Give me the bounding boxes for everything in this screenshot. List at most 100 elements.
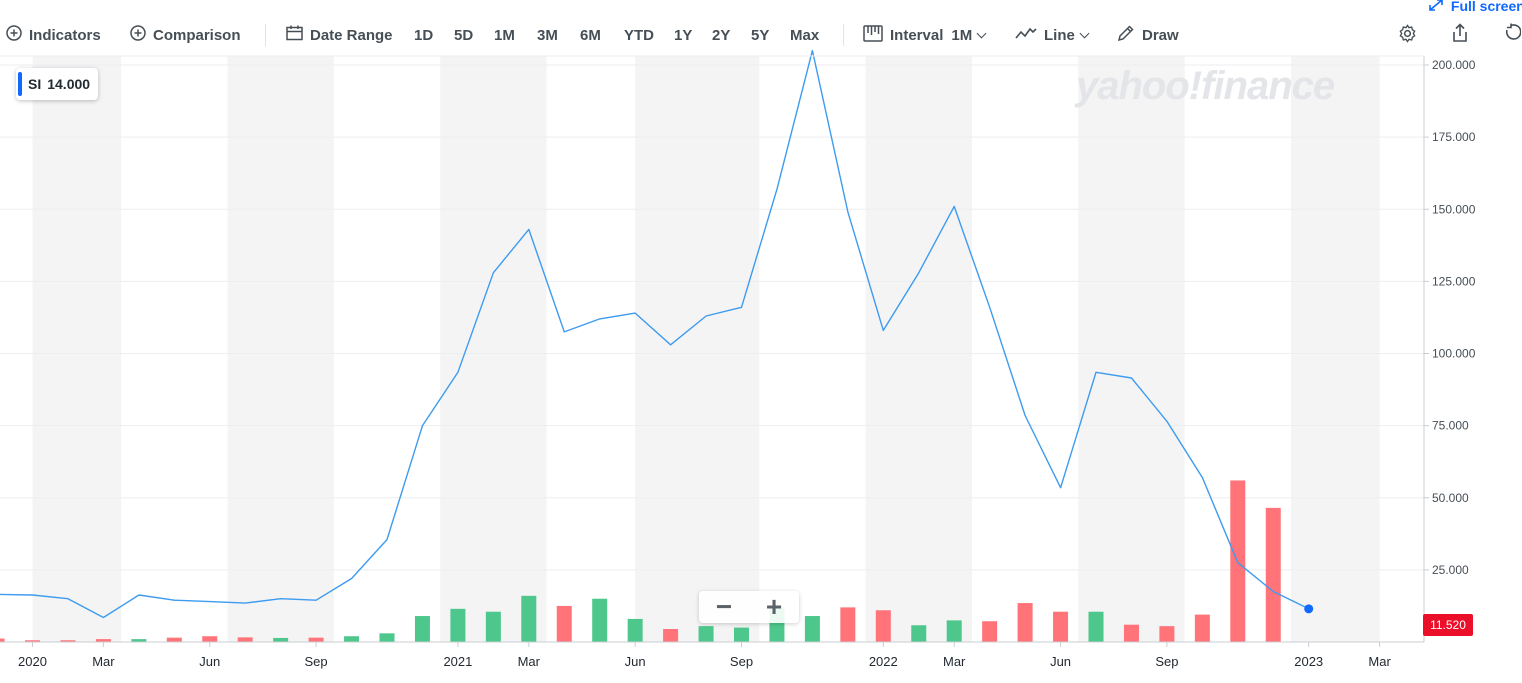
x-tick-label: Jun <box>625 654 646 669</box>
range-2y-button[interactable]: 2Y <box>712 26 731 44</box>
share-button[interactable] <box>1451 23 1469 47</box>
y-tick-label: 100.000 <box>1432 347 1476 361</box>
candlestick-icon <box>863 24 883 46</box>
volume-bar <box>521 595 537 642</box>
interval-dropdown[interactable]: Interval 1M <box>863 24 987 46</box>
x-tick-label: 2023 <box>1294 654 1323 669</box>
y-tick-label: 200.000 <box>1432 58 1476 72</box>
volume-bar <box>1053 611 1069 642</box>
interval-label: Interval <box>890 26 944 44</box>
legend-color-bar <box>18 72 22 96</box>
y-tick-label: 150.000 <box>1432 202 1476 216</box>
volume-bar <box>95 639 111 642</box>
volume-bar <box>1088 611 1104 642</box>
y-tick-label: 75.000 <box>1432 419 1469 433</box>
y-tick-label: 175.000 <box>1432 130 1476 144</box>
volume-bar <box>1265 507 1281 642</box>
volume-bar <box>734 627 749 642</box>
range-5y-button[interactable]: 5Y <box>751 26 770 44</box>
y-tick-label: 50.000 <box>1432 491 1469 505</box>
volume-bar <box>946 620 962 642</box>
period-band <box>440 56 547 642</box>
x-tick-label: 2020 <box>18 654 47 669</box>
range-3m-button[interactable]: 3M <box>537 26 558 44</box>
expand-icon <box>1429 0 1447 14</box>
calendar-icon <box>286 25 303 45</box>
interval-value: 1M <box>951 26 973 44</box>
x-tick-label: 2021 <box>443 654 472 669</box>
x-tick-label: Jun <box>199 654 220 669</box>
pencil-icon <box>1117 24 1135 46</box>
zoom-out-button[interactable]: − <box>715 591 733 622</box>
x-tick-label: Sep <box>305 654 328 669</box>
period-band <box>1078 56 1185 642</box>
date-range-button[interactable]: Date Range <box>286 24 393 46</box>
range-6m-button[interactable]: 6M <box>580 26 601 44</box>
volume-bar <box>911 625 927 642</box>
range-ytd-button[interactable]: YTD <box>624 26 654 44</box>
fullscreen-label: Full screen <box>1450 0 1522 14</box>
volume-bar <box>60 640 76 642</box>
chart-type-label: Line <box>1044 26 1075 44</box>
range-1d-button[interactable]: 1D <box>414 26 434 44</box>
volume-bar <box>1194 614 1210 642</box>
volume-bar <box>875 610 891 642</box>
x-tick-label: Jun <box>1050 654 1071 669</box>
reset-button[interactable] <box>1503 23 1522 47</box>
settings-button[interactable] <box>1398 23 1417 46</box>
range-1m-button[interactable]: 1M <box>494 26 515 44</box>
volume-bar <box>804 616 820 642</box>
x-axis: 2020 Mar Jun Sep 2021 Mar Jun Sep 2022 Mar Jun Sep 2… <box>18 642 1391 669</box>
x-tick-label: Mar <box>92 654 115 669</box>
yahoo-finance-watermark: yahoo!finance <box>1076 64 1335 108</box>
indicators-button[interactable]: Indicators <box>6 24 101 46</box>
price-line-group <box>0 49 1314 619</box>
volume-bar <box>25 640 40 642</box>
volume-bar <box>379 633 395 642</box>
x-tick-label: 2022 <box>869 654 898 669</box>
range-5d-button[interactable]: 5D <box>454 26 474 44</box>
comparison-label: Comparison <box>153 26 241 44</box>
range-1y-button[interactable]: 1Y <box>674 26 693 44</box>
period-band <box>1290 56 1380 642</box>
fullscreen-link[interactable]: Full screen <box>1429 0 1522 14</box>
x-tick-label: Mar <box>518 654 541 669</box>
volume-bar <box>840 607 856 642</box>
x-tick-label: Mar <box>943 654 966 669</box>
draw-button[interactable]: Draw <box>1117 24 1179 46</box>
comparison-button[interactable]: Comparison <box>130 24 241 46</box>
line-chart-icon <box>1015 26 1037 44</box>
volume-bar <box>450 608 466 642</box>
volume-bar <box>202 636 218 642</box>
share-icon <box>1451 23 1469 47</box>
volume-bar <box>592 598 608 642</box>
y-tick-label: 125.000 <box>1432 274 1476 288</box>
volume-bar <box>414 616 430 642</box>
legend-value: 14.000 <box>47 76 91 92</box>
x-tick-label: Sep <box>1155 654 1178 669</box>
x-tick-label: Sep <box>730 654 753 669</box>
volume-bar <box>1159 626 1175 642</box>
add-circle-icon <box>6 25 22 45</box>
volume-bar <box>131 639 147 642</box>
add-circle-icon <box>130 25 146 45</box>
toolbar-divider <box>265 24 266 46</box>
volume-bar <box>237 637 253 642</box>
price-line <box>0 49 1310 619</box>
volume-bar <box>982 621 998 642</box>
chart-type-dropdown[interactable]: Line <box>1015 24 1090 46</box>
gridlines <box>0 64 1424 571</box>
reset-icon <box>1503 23 1522 47</box>
period-band <box>227 56 334 642</box>
zoom-in-button[interactable]: + <box>765 591 783 622</box>
legend-symbol: SI <box>28 76 42 92</box>
volume-bar <box>556 605 572 642</box>
volume-bar <box>1123 624 1139 642</box>
volume-bar <box>485 611 501 642</box>
range-max-button[interactable]: Max <box>790 26 820 44</box>
series-legend[interactable]: SI 14.000 <box>16 68 99 100</box>
period-band <box>865 56 972 642</box>
indicators-label: Indicators <box>29 26 101 44</box>
draw-label: Draw <box>1142 26 1179 44</box>
